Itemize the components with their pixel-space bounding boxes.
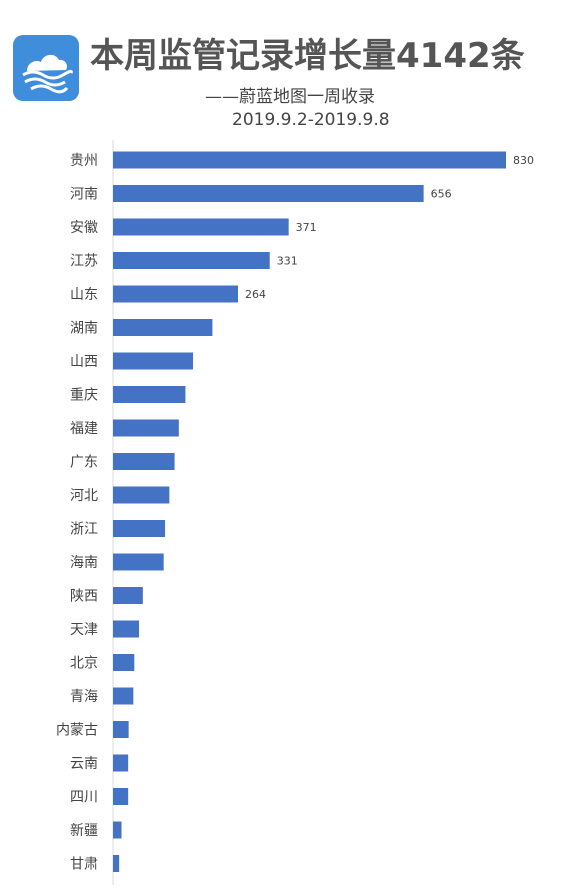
bar (113, 319, 213, 336)
category-label: 湖南 (70, 321, 98, 337)
category-label: 山西 (70, 354, 98, 370)
category-label: 海南 (70, 555, 98, 571)
category-label: 北京 (70, 656, 98, 672)
data-label: 331 (277, 255, 298, 268)
bar (113, 721, 129, 738)
bar-chart: 贵州 830 河南 656 安徽 371 江苏 331 山东 264 湖南山西重庆福建广东河北浙江海… (56, 140, 534, 885)
data-label: 656 (431, 188, 452, 201)
bar (113, 620, 140, 638)
bar (113, 821, 122, 839)
data-label: 371 (296, 221, 317, 234)
category-label: 广东 (70, 455, 98, 471)
category-label: 重庆 (70, 388, 98, 404)
bar (113, 386, 186, 403)
bar (113, 553, 164, 571)
page-title: 本周监管记录增长量4142条 (90, 36, 525, 76)
category-label: 浙江 (70, 522, 98, 538)
category-label: 福建 (70, 421, 98, 437)
bar (113, 754, 129, 772)
category-label: 甘肃 (70, 857, 98, 873)
bar (113, 687, 134, 705)
cloud-logo-icon (13, 35, 79, 101)
bar (113, 185, 424, 202)
category-label: 贵州 (70, 153, 98, 169)
bar (113, 587, 143, 604)
bar (113, 151, 506, 169)
category-label: 河南 (70, 187, 98, 203)
category-label: 云南 (70, 756, 98, 772)
category-label: 天津 (70, 622, 98, 638)
bar (113, 419, 179, 437)
bar (113, 520, 166, 537)
data-label: 830 (513, 154, 534, 167)
category-label: 安徽 (70, 220, 98, 236)
bar (113, 285, 239, 303)
category-label: 四川 (70, 790, 98, 806)
category-label: 河北 (70, 488, 98, 504)
date-range: 2019.9.2-2019.9.8 (232, 110, 390, 130)
bar (113, 352, 194, 370)
bar (113, 855, 120, 872)
category-label: 山东 (70, 287, 98, 303)
page-subtitle: ——蔚蓝地图一周收录 (205, 87, 375, 107)
bar (113, 788, 129, 805)
category-label: 新疆 (70, 823, 98, 839)
bar (113, 453, 175, 470)
category-label: 陕西 (70, 589, 98, 605)
bar (113, 486, 170, 504)
category-label: 青海 (70, 689, 98, 705)
bar (113, 654, 135, 671)
category-label: 江苏 (70, 254, 98, 270)
data-label: 264 (245, 288, 266, 301)
bar (113, 252, 270, 269)
category-label: 内蒙古 (56, 723, 98, 739)
bar (113, 218, 289, 236)
